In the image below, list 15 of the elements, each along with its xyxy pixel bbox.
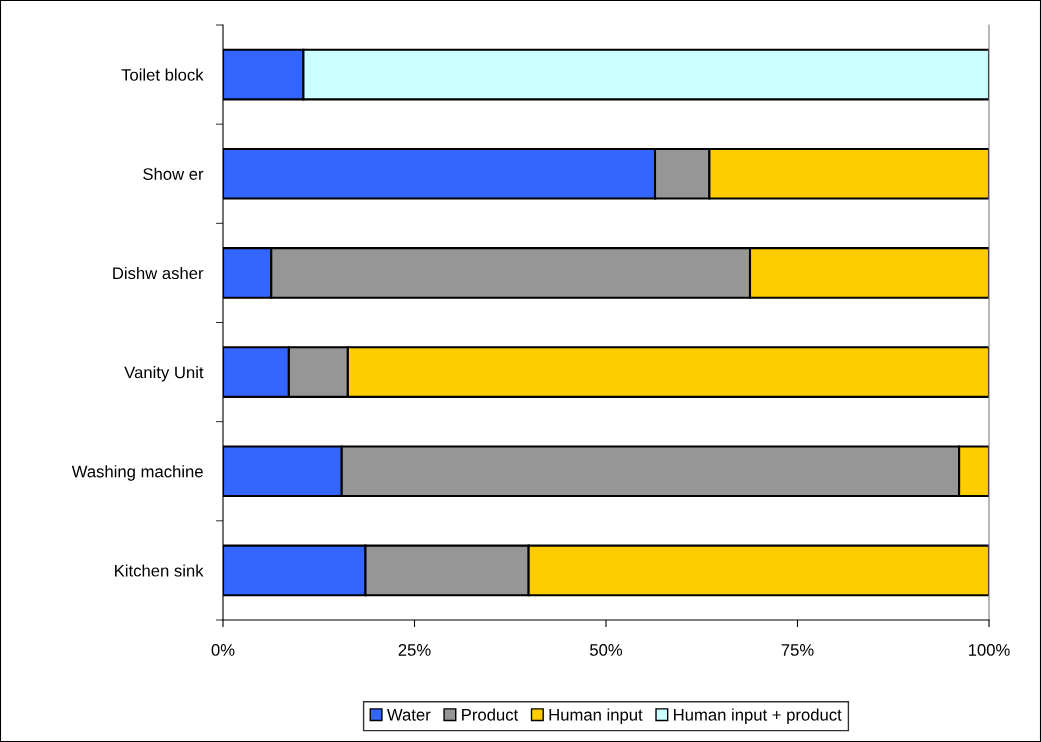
x-tick-label: 100%	[968, 644, 1010, 656]
x-tick-label: 0%	[211, 644, 235, 656]
y-tick-label: Washing machine	[71, 465, 203, 481]
legend-label: Human input + product	[674, 708, 842, 724]
y-tick-label: Toilet block	[121, 68, 204, 81]
legend-label: Water	[386, 709, 431, 721]
legend-label: Product	[462, 708, 519, 721]
x-tick-label: 25%	[398, 644, 431, 656]
y-tick-label: Dishw asher	[113, 266, 204, 280]
y-tick-label: Show er	[143, 167, 204, 180]
x-tick-label: 75%	[781, 644, 814, 656]
y-tick-label: Kitchen sink	[115, 564, 204, 577]
legend-label: Human input	[549, 708, 643, 724]
x-tick-label: 50%	[589, 644, 623, 656]
y-tick-label: Vanity Unit	[124, 366, 204, 382]
